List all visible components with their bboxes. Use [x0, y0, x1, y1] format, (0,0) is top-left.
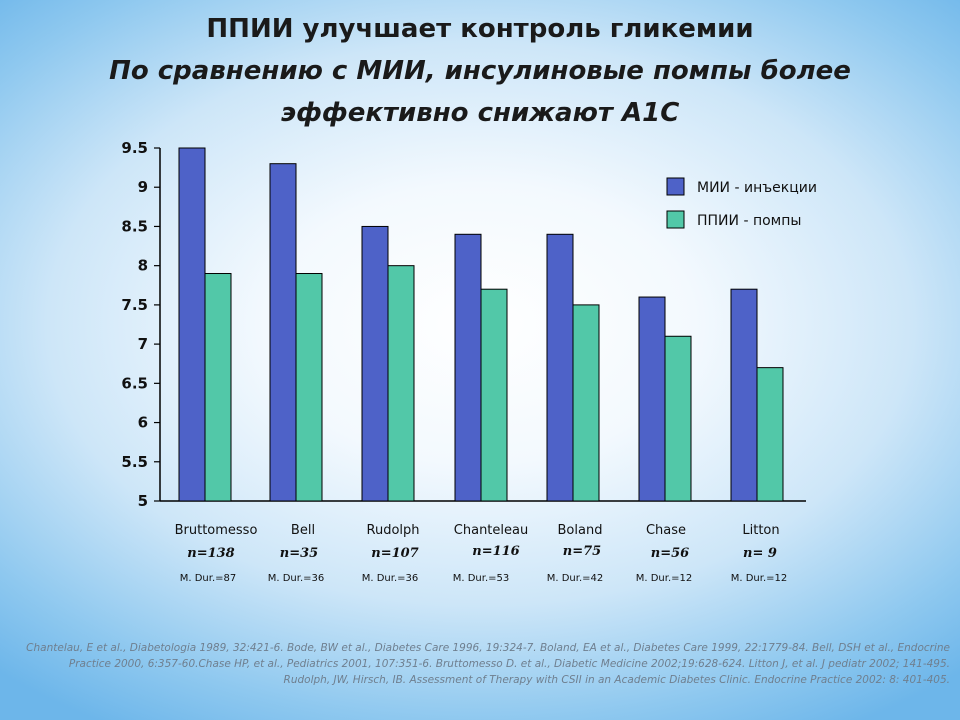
bar-ppii-litton — [756, 367, 784, 502]
legend-swatch — [666, 177, 685, 196]
slide-subtitle-line2: эффективно снижают А1С — [280, 98, 680, 128]
slide-subtitle-line1: По сравнению с МИИ, инсулиновые помпы бо… — [109, 56, 851, 86]
slide-title: ППИИ улучшает контроль гликемии — [206, 14, 754, 44]
y-tick-label: 6 — [138, 414, 148, 432]
duration-label: M. Dur.=12 — [636, 573, 693, 584]
legend-swatch — [666, 210, 685, 229]
bar-ppii-rudolph — [387, 265, 415, 502]
y-tick-label: 9.5 — [121, 139, 148, 157]
bar-ppii-chase — [664, 335, 692, 502]
bar-mii-chase — [638, 296, 666, 502]
y-tick-label: 5.5 — [121, 453, 148, 471]
duration-label: M. Dur.=42 — [547, 573, 604, 584]
x-tick-label: Rudolph — [367, 523, 420, 538]
bar-mii-chanteleau — [454, 233, 482, 502]
duration-label: M. Dur.=53 — [453, 573, 510, 584]
bar-mii-litton — [730, 288, 758, 502]
x-tick-label: Chanteleau — [454, 523, 528, 538]
sample-size-label: n= 9 — [743, 546, 777, 561]
y-tick-label: 7 — [138, 335, 148, 353]
x-tick-label: Chase — [646, 523, 686, 538]
legend-label: ППИИ - помпы — [697, 213, 801, 229]
y-tick-label: 5 — [138, 492, 148, 510]
bar-ppii-bruttomesso — [204, 273, 232, 502]
sample-size-label: n=75 — [563, 544, 601, 559]
sample-size-label: n=56 — [651, 546, 689, 561]
y-tick-label: 9 — [138, 178, 148, 196]
sample-size-label: n=107 — [371, 546, 418, 561]
y-tick-label: 6.5 — [121, 374, 148, 392]
duration-label: M. Dur.=12 — [731, 573, 788, 584]
bar-mii-boland — [546, 233, 574, 502]
sample-size-label: n=116 — [472, 544, 519, 559]
bar-chart: 5 5.5 6 6.5 7 7.5 8 8.5 9 9.5 Bruttomesso Bell Rudol… — [121, 139, 817, 584]
sample-size-label: n=138 — [187, 546, 234, 561]
y-tick-label: 8.5 — [121, 217, 148, 235]
x-tick-label: Bell — [291, 523, 315, 538]
bar-ppii-boland — [572, 304, 600, 502]
duration-label: M. Dur.=36 — [268, 573, 325, 584]
sample-size-label: n=35 — [280, 546, 318, 561]
x-tick-label: Litton — [742, 523, 779, 538]
x-tick-label: Bruttomesso — [175, 523, 258, 538]
bar-ppii-chanteleau — [480, 288, 508, 502]
bar-ppii-bell — [295, 273, 323, 502]
bar-mii-bell — [269, 163, 297, 502]
duration-label: M. Dur.=87 — [180, 573, 237, 584]
y-tick-label: 7.5 — [121, 296, 148, 314]
bar-mii-bruttomesso — [178, 147, 206, 502]
bar-mii-rudolph — [361, 225, 389, 502]
x-tick-label: Boland — [558, 523, 603, 538]
duration-label: M. Dur.=36 — [362, 573, 419, 584]
legend-label: МИИ - инъекции — [697, 180, 817, 196]
references-text: Chantelau, E et al., Diabetologia 1989, … — [26, 642, 950, 686]
y-tick-label: 8 — [138, 257, 148, 275]
